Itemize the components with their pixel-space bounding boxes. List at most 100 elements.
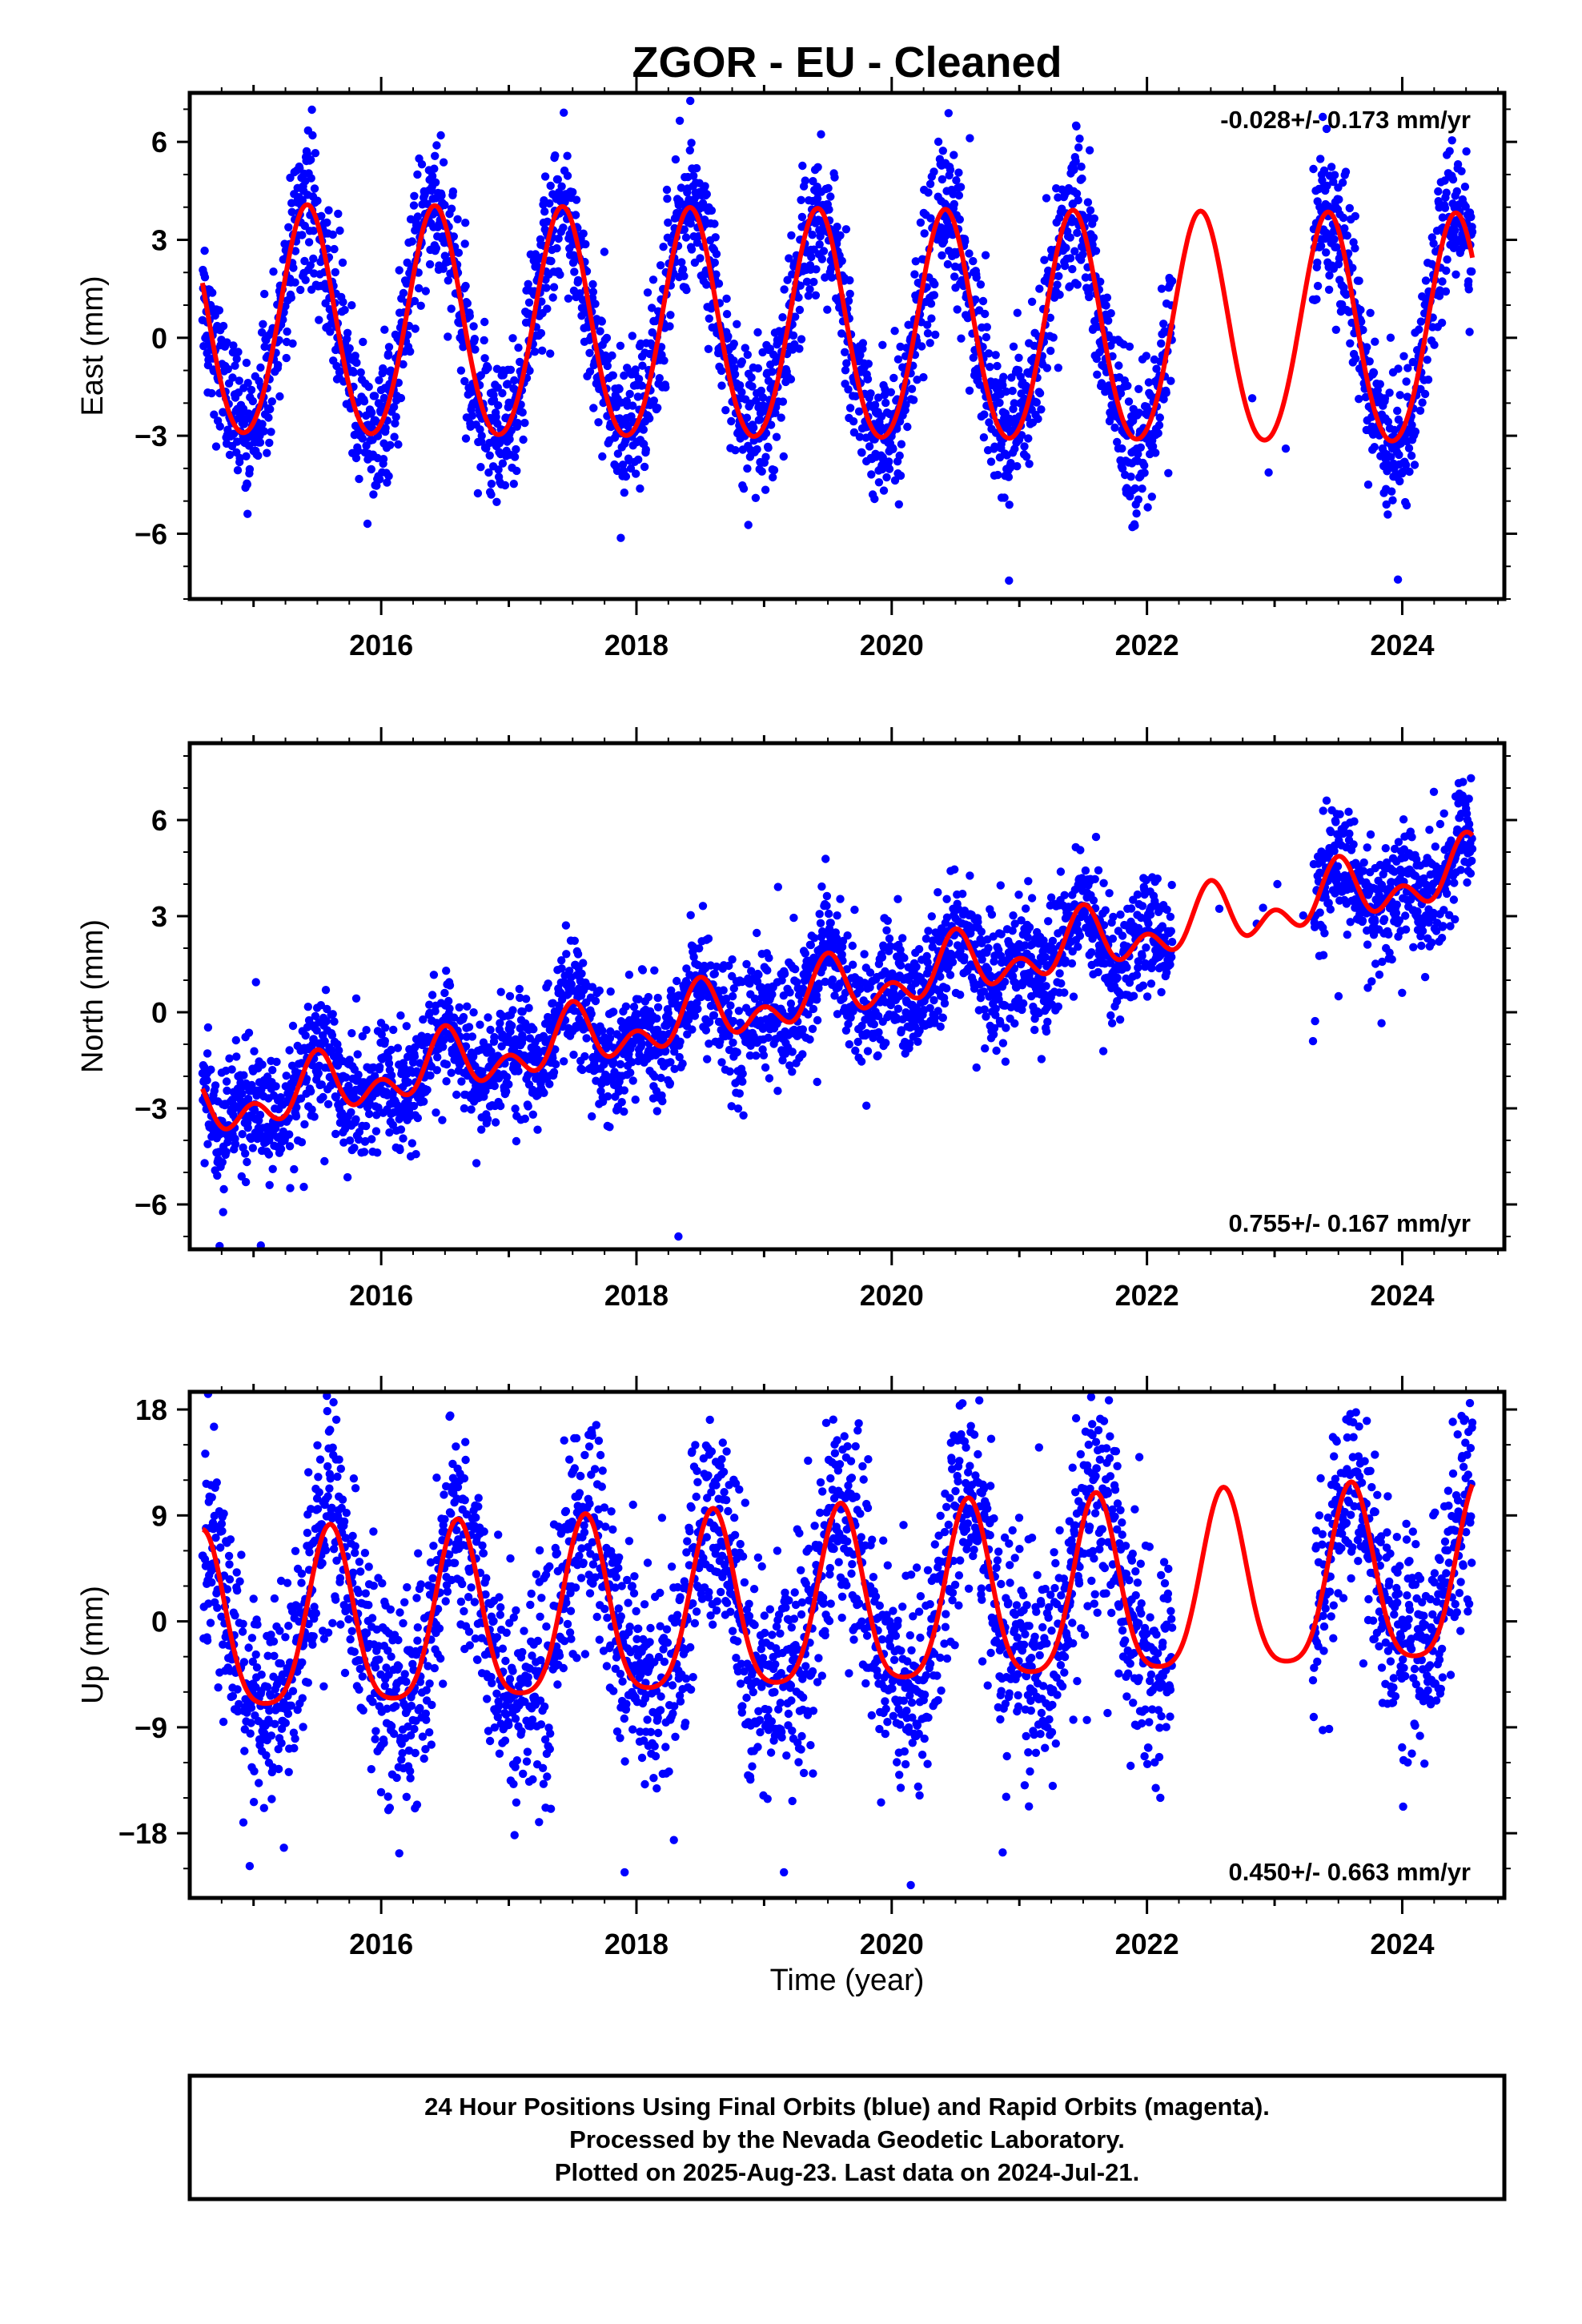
east-observation-point (865, 442, 874, 451)
north-observation-point (670, 1047, 679, 1056)
east-observation-point (1375, 380, 1385, 388)
east-observation-point (512, 466, 521, 476)
north-observation-point (222, 1148, 231, 1156)
east-observation-point (1443, 255, 1452, 264)
east-observation-point (837, 256, 846, 265)
north-observation-point (367, 1135, 376, 1144)
east-observation-point (802, 277, 812, 286)
east-observation-point (1394, 364, 1403, 373)
north-observation-point (844, 1019, 853, 1029)
east-observation-point (722, 294, 731, 304)
east-observation-point (881, 398, 890, 408)
east-x-tick-label: 2024 (1370, 629, 1434, 661)
east-observation-point (470, 335, 480, 344)
east-observation-point (938, 251, 946, 260)
north-observation-point (519, 1034, 528, 1043)
north-observation-point (331, 1093, 340, 1102)
north-observation-point (460, 1104, 469, 1113)
east-observation-point (1393, 575, 1403, 584)
north-observation-point (413, 1113, 422, 1123)
east-observation-point (626, 464, 636, 473)
east-observation-point (1329, 177, 1338, 187)
east-observation-point (764, 444, 773, 452)
north-observation-point (617, 1098, 626, 1107)
east-observation-point (693, 238, 702, 247)
north-observation-point (747, 967, 756, 975)
east-observation-point (1401, 460, 1411, 469)
east-observation-point (616, 533, 625, 542)
east-observation-point (923, 329, 933, 338)
east-observation-point (1361, 392, 1371, 402)
north-observation-point (457, 1077, 466, 1086)
north-observation-point (710, 969, 719, 979)
east-observation-point (603, 361, 612, 371)
north-observation-point (497, 1042, 506, 1051)
east-observation-point (1037, 405, 1046, 414)
north-observation-point (404, 1078, 413, 1087)
east-observation-point (265, 438, 274, 448)
east-observation-point (897, 440, 906, 448)
east-observation-point (1395, 476, 1404, 486)
east-observation-point (461, 434, 471, 443)
north-observation-point (738, 1069, 747, 1078)
east-observation-point (721, 406, 730, 415)
north-observation-point (874, 1027, 883, 1037)
east-observation-point (1102, 301, 1110, 310)
east-observation-point (1118, 444, 1126, 453)
north-observation-point (296, 1094, 306, 1103)
north-observation-point (631, 1096, 640, 1104)
east-observation-point (498, 388, 507, 398)
north-observation-point (218, 1158, 227, 1167)
east-observation-point (920, 229, 929, 238)
north-observation-point (515, 984, 524, 994)
east-observation-point (954, 191, 964, 200)
north-observation-point (778, 1055, 787, 1065)
east-observation-point (849, 417, 858, 426)
east-observation-point (1434, 187, 1443, 196)
east-observation-point (530, 348, 540, 356)
east-observation-point (783, 275, 792, 284)
north-observation-point (505, 991, 515, 1001)
east-observation-point (369, 490, 378, 499)
east-observation-point (581, 239, 590, 249)
north-observation-point (200, 1159, 209, 1168)
east-observation-point (982, 323, 992, 332)
north-observation-point (440, 988, 449, 998)
east-observation-point (352, 358, 361, 368)
east-observation-point (1071, 157, 1080, 166)
north-observation-point (323, 1004, 331, 1014)
east-observation-point (518, 408, 527, 417)
north-observation-point (203, 1023, 213, 1032)
north-observation-point (551, 1045, 560, 1054)
east-observation-point (298, 195, 307, 205)
east-observation-point (256, 363, 265, 372)
east-observation-point (1448, 175, 1458, 184)
east-observation-point (487, 480, 496, 489)
east-observation-point (1070, 165, 1078, 175)
east-observation-point (686, 96, 695, 106)
north-observation-point (605, 1123, 614, 1132)
east-observation-point (589, 404, 598, 412)
east-observation-point (1363, 343, 1371, 352)
east-observation-point (682, 285, 691, 295)
north-observation-point (428, 991, 437, 999)
east-observation-point (926, 339, 934, 348)
north-observation-point (667, 986, 676, 995)
east-observation-point (229, 341, 238, 350)
east-observation-point (275, 392, 284, 401)
north-observation-point (472, 1159, 481, 1168)
north-observation-point (557, 956, 566, 965)
north-observation-point (476, 1020, 484, 1029)
east-observation-point (553, 175, 562, 184)
north-observation-point (727, 1102, 736, 1111)
east-observation-point (540, 207, 549, 216)
north-observation-point (673, 976, 681, 986)
north-observation-point (248, 1144, 257, 1152)
east-observation-point (1054, 271, 1063, 280)
east-observation-point (432, 243, 441, 253)
east-observation-point (498, 459, 508, 468)
north-observation-point (810, 934, 819, 943)
east-observation-point (1074, 195, 1082, 205)
east-observation-point (328, 230, 337, 239)
east-observation-point (505, 435, 514, 444)
